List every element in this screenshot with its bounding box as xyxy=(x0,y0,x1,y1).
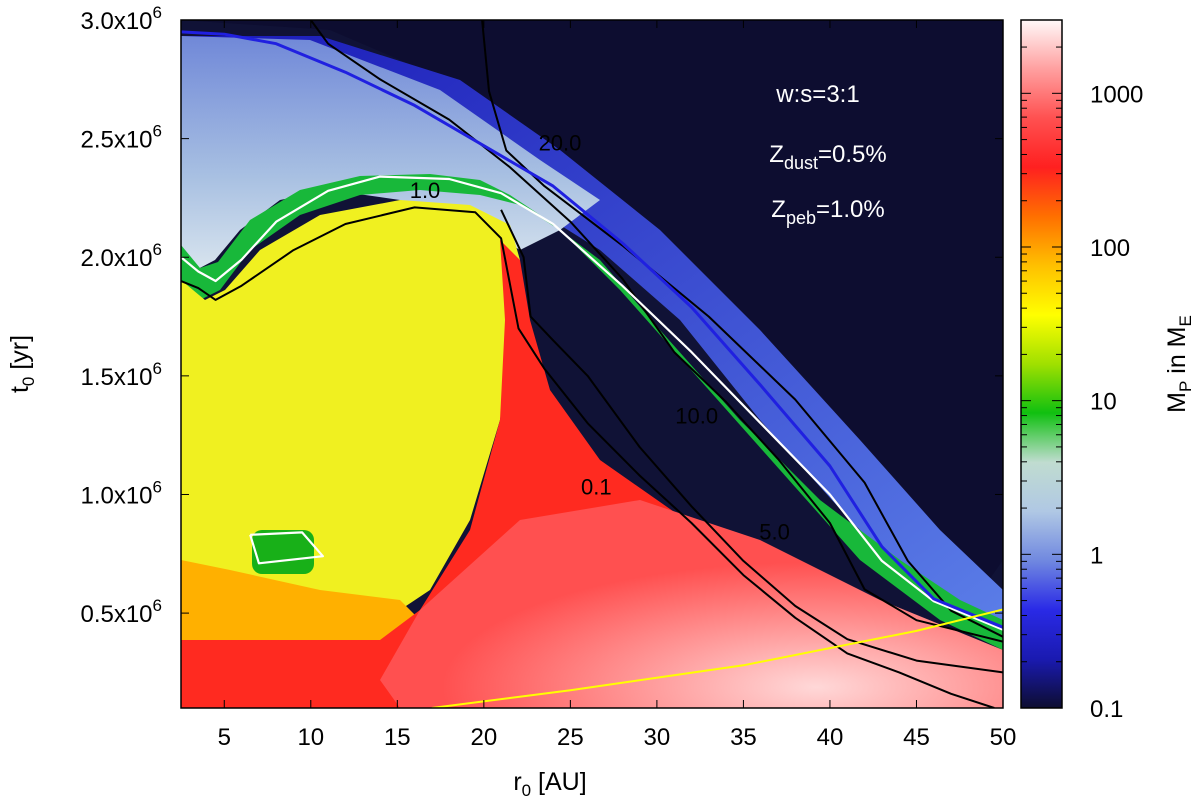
y-tick-label: 2.0x106 xyxy=(80,240,162,272)
annotation-width-spacing: w:s=3:1 xyxy=(775,81,859,108)
y-tick-label: 2.5x106 xyxy=(80,122,162,154)
x-tick-label: 50 xyxy=(990,724,1017,751)
contour-label: 1.0 xyxy=(410,178,441,203)
x-tick-label: 35 xyxy=(730,724,757,751)
contour-label: 5.0 xyxy=(759,520,790,545)
x-tick-label: 25 xyxy=(557,724,584,751)
colorbar-ticks: 0.1 1 10 100 1000 xyxy=(1021,19,1143,723)
colorbar xyxy=(1021,20,1062,708)
region-orange xyxy=(181,560,420,660)
contour-label: 0.1 xyxy=(581,474,612,499)
colorbar-frame xyxy=(1020,19,1063,709)
x-tick-label: 20 xyxy=(470,724,497,751)
colorbar-tick-label: 1 xyxy=(1090,542,1103,569)
y-tick-label: 1.0x106 xyxy=(80,477,162,509)
y-axis-title: t0 [yr] xyxy=(6,335,38,393)
heatmap-regions xyxy=(181,20,1003,708)
y-tick-label: 1.5x106 xyxy=(80,359,162,391)
x-tick-label: 40 xyxy=(817,724,844,751)
contour-line xyxy=(431,608,1003,708)
contour-line xyxy=(181,30,1003,629)
region-light-blue xyxy=(181,36,600,270)
contour-labels: 20.0 10.0 5.0 1.0 0.1 xyxy=(410,130,790,544)
region-dark-low-mass xyxy=(181,20,1003,600)
annotation-z-peb: Zpeb=1.0% xyxy=(771,196,884,228)
colorbar-tick-label: 1000 xyxy=(1090,81,1143,108)
y-axis: 0.5x106 1.0x106 1.5x106 2.0x106 2.5x106 3.0x1… xyxy=(80,3,1003,628)
x-tick-label: 15 xyxy=(384,724,411,751)
y-tick-label: 0.5x106 xyxy=(80,596,162,628)
plot-frame xyxy=(180,19,1004,709)
contour-line-20.0 xyxy=(481,20,1003,638)
region-green-band xyxy=(181,174,1003,650)
x-tick-label: 30 xyxy=(644,724,671,751)
contour-line xyxy=(249,531,324,565)
region-pink xyxy=(380,500,1003,708)
contour-lines xyxy=(181,20,1003,708)
x-axis: 5 10 15 20 25 30 35 40 45 50 xyxy=(218,20,1017,751)
contour-line-0.1 xyxy=(181,206,995,708)
x-tick-label: 5 xyxy=(218,724,231,751)
region-yellow xyxy=(181,200,520,610)
colorbar-tick-label: 0.1 xyxy=(1090,696,1123,723)
contour-line-1.0 xyxy=(181,175,1003,631)
colorbar-tick-label: 10 xyxy=(1090,389,1117,416)
annotation-z-dust: Zdust=0.5% xyxy=(769,141,886,173)
contour-line-10.0 xyxy=(309,20,1003,643)
contour-label: 20.0 xyxy=(539,130,582,155)
x-tick-label: 10 xyxy=(297,724,324,751)
colorbar-tick-label: 100 xyxy=(1090,235,1130,262)
x-tick-label: 45 xyxy=(903,724,930,751)
x-axis-title: r0 [AU] xyxy=(513,768,586,800)
colorbar-title: MP in ME xyxy=(1163,315,1195,413)
contour-label: 10.0 xyxy=(675,403,718,428)
y-tick-label: 3.0x106 xyxy=(80,3,162,35)
